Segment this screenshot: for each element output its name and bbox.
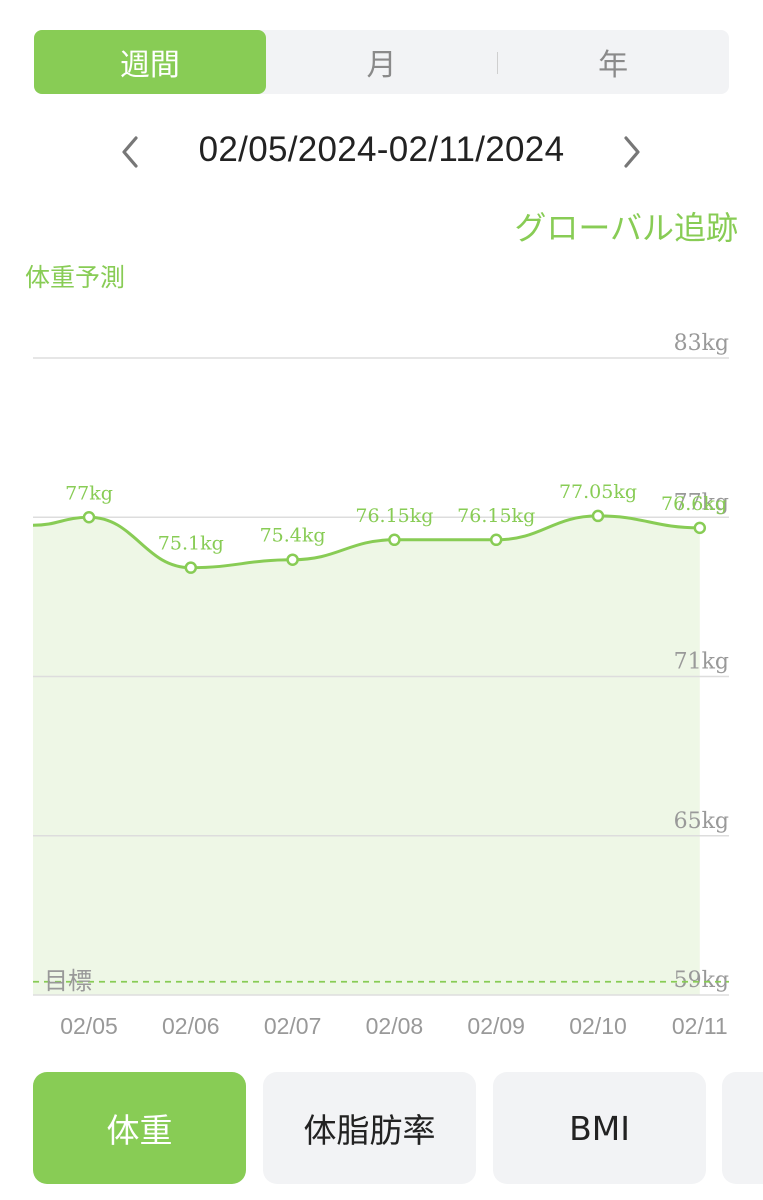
data-label: 77kg	[65, 482, 113, 504]
data-point	[286, 553, 299, 566]
data-label: 75.1kg	[158, 533, 224, 555]
data-point	[82, 511, 96, 524]
x-tick-label: 02/06	[162, 1013, 220, 1039]
y-tick-label: 71kg	[674, 650, 729, 675]
x-tick-label: 02/11	[672, 1013, 728, 1039]
tab-month[interactable]: 月	[366, 48, 397, 83]
weight-prediction-label[interactable]: 体重予測	[25, 263, 126, 292]
tab-body-fat[interactable]: 体脂肪率	[263, 1072, 476, 1184]
area-fill	[33, 515, 700, 995]
data-label: 76.6kg	[661, 493, 727, 515]
segment-divider	[497, 52, 498, 74]
x-tick-label: 02/07	[264, 1013, 322, 1039]
x-tick-label: 02/09	[467, 1013, 525, 1039]
data-point	[184, 561, 198, 574]
y-tick-label: 77kg	[674, 490, 729, 515]
date-range-label: 02/05/2024-02/11/2024	[198, 130, 565, 169]
data-label: 75.4kg	[260, 525, 326, 547]
x-tick-label: 02/05	[60, 1013, 118, 1039]
data-label: 77.05kg	[559, 481, 637, 503]
date-navigator: 02/05/2024-02/11/2024	[0, 120, 763, 184]
weight-chart: 83kg 77kg 71kg 65kg 59kg 目標 77kg 75.1kg 75.4kg 76…	[32, 331, 729, 1039]
series-line	[32, 514, 700, 570]
x-tick-label: 02/10	[569, 1013, 627, 1039]
x-tick-label: 02/08	[366, 1013, 424, 1039]
data-point	[489, 533, 503, 547]
data-label: 76.15kg	[457, 505, 535, 527]
tab-week[interactable]: 週間	[34, 30, 266, 94]
y-tick-label: 83kg	[674, 331, 729, 356]
data-label: 76.15kg	[355, 505, 433, 527]
metric-tabs: 体重 体脂肪率 BMI	[0, 1072, 763, 1184]
data-point	[693, 521, 707, 535]
data-point	[388, 533, 401, 547]
y-tick-label: 65kg	[674, 809, 729, 834]
tab-year[interactable]: 年	[598, 48, 629, 83]
y-tick-label: 59kg	[674, 968, 729, 993]
global-tracking-link[interactable]: グローバル追跡	[514, 209, 738, 247]
period-segmented-control: 週間 月 年	[34, 30, 729, 94]
tab-bmi[interactable]: BMI	[493, 1072, 706, 1184]
tab-weight[interactable]: 体重	[33, 1072, 246, 1184]
target-label: 目標	[44, 967, 92, 995]
chevron-left-icon[interactable]	[110, 128, 150, 176]
data-point	[591, 509, 605, 523]
tab-more[interactable]	[722, 1072, 763, 1184]
chevron-right-icon[interactable]	[612, 128, 652, 176]
